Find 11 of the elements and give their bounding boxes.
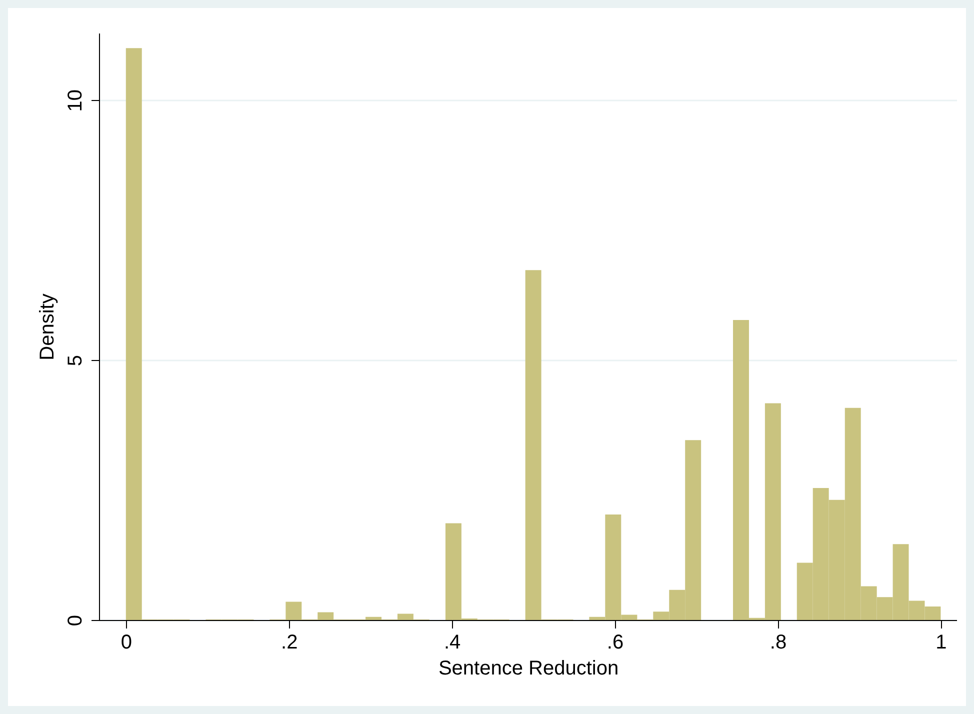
y-tick-label: 0 xyxy=(64,614,86,626)
y-axis-title: Density xyxy=(36,294,58,360)
x-tick-label: 0 xyxy=(120,632,132,654)
y-tick-label: 5 xyxy=(64,354,86,366)
x-axis-title: Sentence Reduction xyxy=(438,658,619,680)
x-tick-label: .6 xyxy=(606,632,624,654)
x-tick-label: .8 xyxy=(770,632,787,654)
x-tick-label: 1 xyxy=(936,632,947,654)
y-tick-label: 10 xyxy=(64,89,86,112)
x-tick-label: .4 xyxy=(444,632,461,654)
x-tick-label: .2 xyxy=(281,632,298,654)
